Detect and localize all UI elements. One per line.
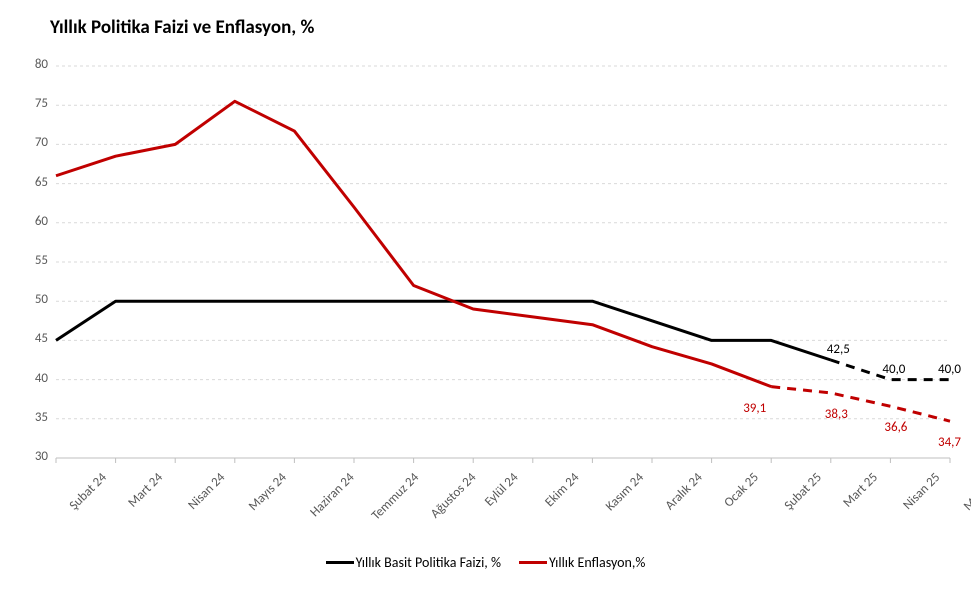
y-tick-label: 55 xyxy=(18,253,48,268)
y-tick-label: 60 xyxy=(18,214,48,229)
data-label: 38,3 xyxy=(825,407,848,422)
legend-swatch xyxy=(326,561,354,564)
data-label: 42,5 xyxy=(827,342,850,357)
y-tick-label: 75 xyxy=(18,96,48,111)
legend-label: Yıllık Enflasyon,% xyxy=(549,554,645,571)
y-tick-label: 35 xyxy=(18,410,48,425)
data-label: 40,0 xyxy=(882,362,905,377)
legend-swatch xyxy=(519,561,547,564)
y-tick-label: 30 xyxy=(18,449,48,464)
data-label: 40,0 xyxy=(938,362,961,377)
legend-label: Yıllık Basit Politika Faizi, % xyxy=(356,554,501,571)
data-label: 39,1 xyxy=(743,401,766,416)
y-tick-label: 70 xyxy=(18,135,48,150)
legend-item: Yıllık Basit Politika Faizi, % xyxy=(326,554,501,571)
y-tick-label: 80 xyxy=(18,57,48,72)
legend: Yıllık Basit Politika Faizi, % Yıllık Enf… xyxy=(0,554,971,571)
data-label: 36,6 xyxy=(884,420,907,435)
y-tick-label: 45 xyxy=(18,331,48,346)
chart-container: Yıllık Politika Faizi ve Enflasyon, % 30… xyxy=(0,0,971,589)
legend-item: Yıllık Enflasyon,% xyxy=(519,554,645,571)
data-label: 34,7 xyxy=(938,435,961,450)
y-tick-label: 50 xyxy=(18,292,48,307)
y-tick-label: 65 xyxy=(18,175,48,190)
y-tick-label: 40 xyxy=(18,371,48,386)
